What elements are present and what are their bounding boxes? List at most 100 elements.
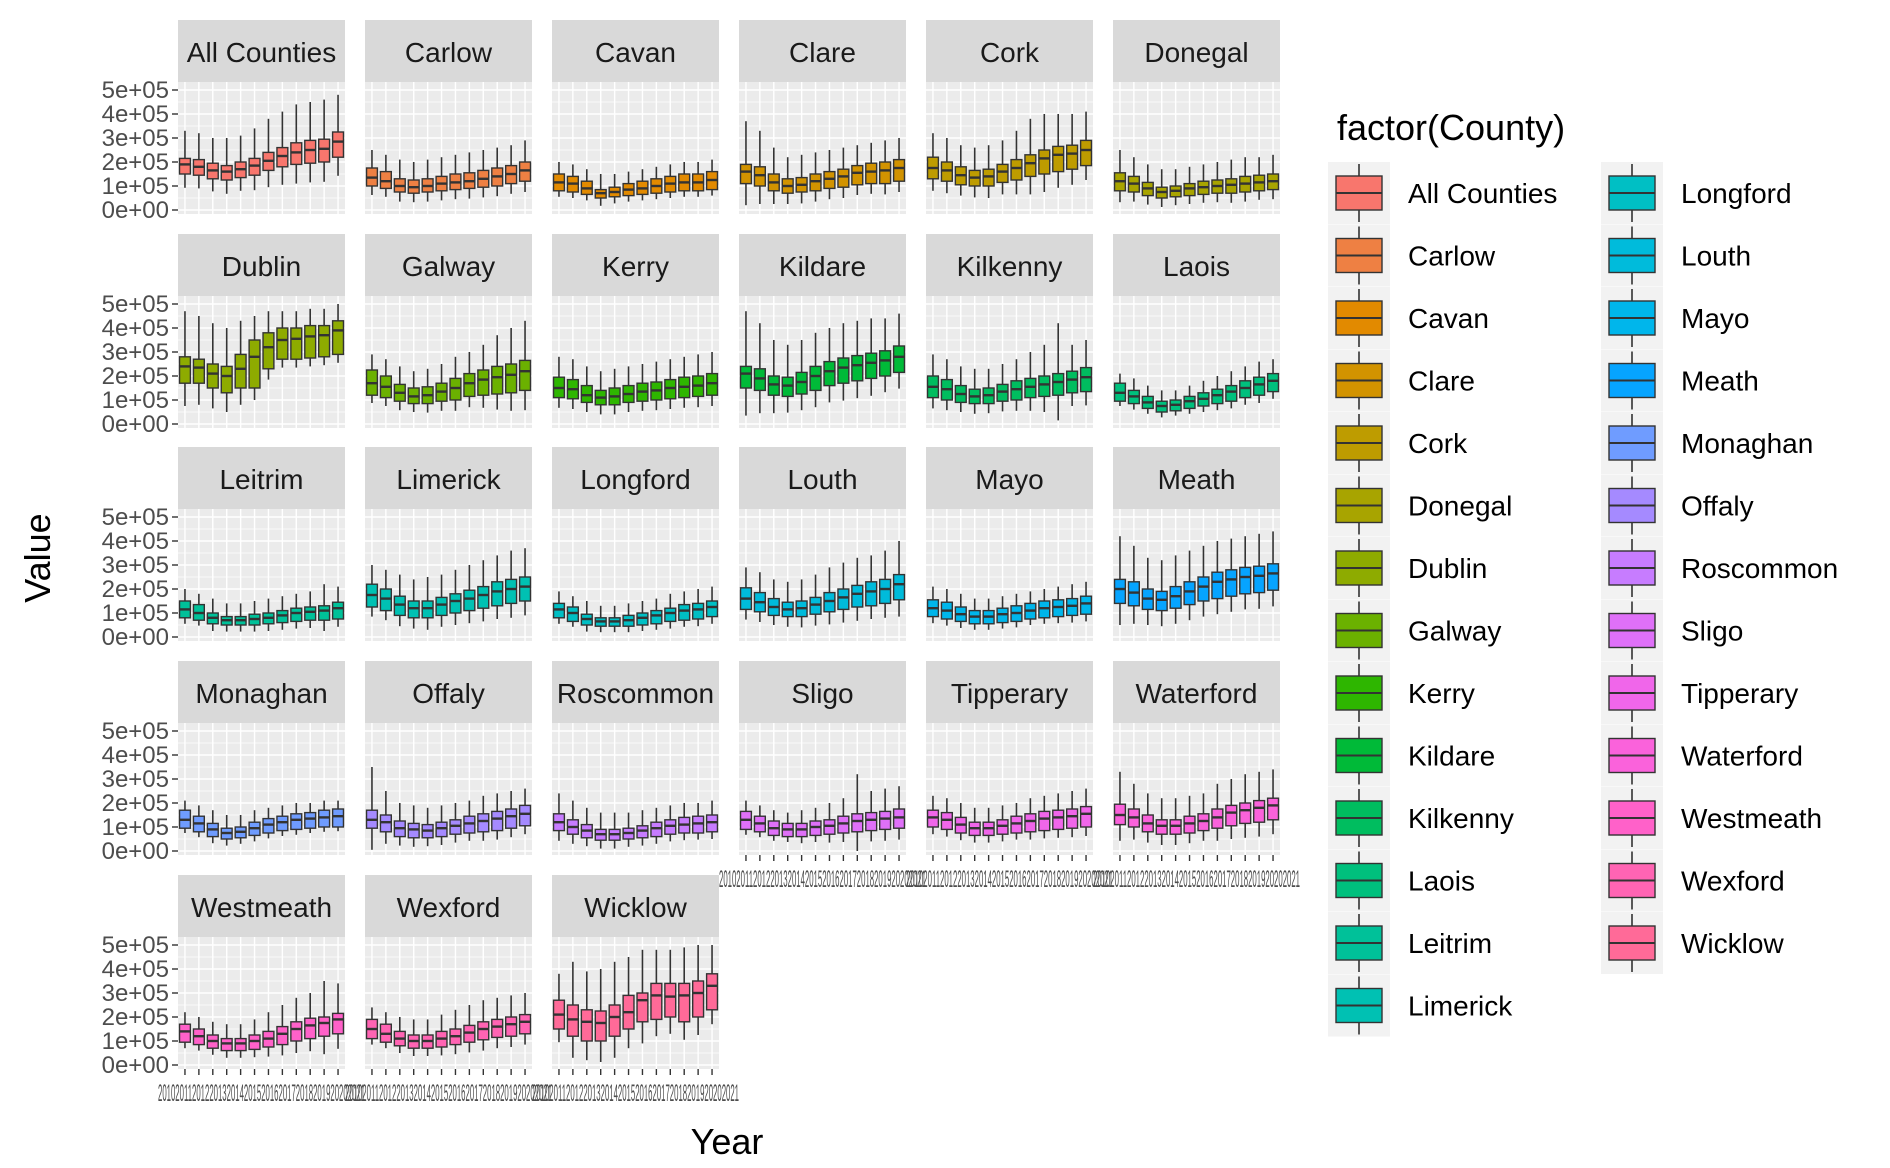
legend-item-kildare: Kildare xyxy=(1328,724,1495,787)
box xyxy=(290,607,303,623)
panel-background xyxy=(178,509,345,641)
facet-panel-kerry: Kerry xyxy=(552,234,719,428)
facet-panel-donegal: Donegal xyxy=(1113,20,1280,214)
box xyxy=(739,365,753,389)
box xyxy=(290,142,303,166)
facet-panel-cavan: Cavan xyxy=(552,20,719,214)
box xyxy=(518,161,532,182)
facet-strip xyxy=(739,20,906,82)
box xyxy=(982,168,995,187)
box xyxy=(851,813,864,833)
box xyxy=(996,163,1009,184)
box xyxy=(276,327,289,360)
box xyxy=(1065,144,1079,170)
x-tick-labels: 2010201120122013201420152016201720182019… xyxy=(719,866,926,893)
facet-strip-label: Wexford xyxy=(397,892,501,923)
box xyxy=(691,980,705,1018)
legend-item-clare: Clare xyxy=(1328,349,1475,412)
box xyxy=(865,352,878,380)
box xyxy=(705,372,719,396)
box xyxy=(248,339,261,389)
box xyxy=(1266,563,1280,591)
panel-background xyxy=(552,296,719,428)
box xyxy=(809,596,822,615)
y-tick-label: 1e+05 xyxy=(102,173,169,200)
y-tick-label: 5e+05 xyxy=(102,718,169,745)
box xyxy=(1252,376,1266,396)
facet-panel-sligo: Sligo 20102011201220132014201520162017201… xyxy=(719,661,926,893)
facet-strip xyxy=(365,661,532,723)
box xyxy=(851,584,864,608)
box xyxy=(837,168,850,188)
facet-panel-kilkenny: Kilkenny xyxy=(926,234,1093,428)
box xyxy=(1239,802,1252,825)
facet-strip xyxy=(178,875,345,937)
box xyxy=(491,1018,504,1039)
legend-label: Westmeath xyxy=(1681,803,1822,834)
facet-strip xyxy=(1113,661,1280,723)
panel-background xyxy=(739,296,906,428)
box xyxy=(580,1009,593,1042)
box xyxy=(463,589,476,612)
facet-strip-label: Cavan xyxy=(595,37,676,68)
legend-item-all-counties: All Counties xyxy=(1328,162,1557,224)
facet-strip xyxy=(1113,447,1280,509)
box xyxy=(518,1013,532,1035)
box xyxy=(878,810,892,831)
box xyxy=(878,350,892,377)
box xyxy=(1225,804,1238,827)
facet-panel-laois: Laois xyxy=(1113,234,1280,428)
legend-item-mayo: Mayo xyxy=(1601,287,1749,349)
y-tick-label: 2e+05 xyxy=(102,1004,169,1031)
legend-item-kerry: Kerry xyxy=(1328,662,1475,724)
legend-item-cavan: Cavan xyxy=(1328,287,1489,349)
box xyxy=(276,1025,289,1046)
box xyxy=(317,1016,331,1037)
y-tick-label: 1e+05 xyxy=(102,600,169,627)
box xyxy=(304,1017,317,1040)
box xyxy=(518,359,532,392)
x-tick-labels: 2010201120122013201420152016201720182019… xyxy=(345,1080,552,1107)
panel-background xyxy=(178,723,345,855)
box xyxy=(290,813,303,831)
legend-label: Meath xyxy=(1681,366,1759,397)
box xyxy=(1211,571,1224,600)
legend-label: Longford xyxy=(1681,178,1792,209)
box xyxy=(664,378,677,400)
box xyxy=(1239,566,1252,595)
facet-strip-label: Dublin xyxy=(222,251,301,282)
box xyxy=(331,1012,345,1035)
legend-label: Dublin xyxy=(1408,553,1487,584)
facet-strip-label: Galway xyxy=(402,251,495,282)
box xyxy=(449,377,462,401)
legend-item-louth: Louth xyxy=(1601,224,1751,287)
y-tick-label: 3e+05 xyxy=(102,552,169,579)
box xyxy=(878,578,892,605)
panel-background xyxy=(1113,82,1280,214)
box xyxy=(393,595,406,617)
box xyxy=(304,811,317,829)
box xyxy=(504,363,518,394)
box xyxy=(892,573,906,601)
x-tick-labels: 2010201120122013201420152016201720182019… xyxy=(532,1080,739,1107)
y-tick-label: 0e+00 xyxy=(102,1052,169,1079)
box xyxy=(317,324,331,358)
facet-strip xyxy=(178,661,345,723)
facet-strip-label: Leitrim xyxy=(219,464,303,495)
panel-background xyxy=(365,937,532,1069)
box xyxy=(1266,372,1280,393)
facet-strip-label: Roscommon xyxy=(557,678,714,709)
box xyxy=(1038,149,1051,175)
panel-background xyxy=(926,296,1093,428)
y-tick-label: 4e+05 xyxy=(102,956,169,983)
legend-item-offaly: Offaly xyxy=(1601,474,1754,537)
box xyxy=(317,138,331,163)
box xyxy=(892,158,906,182)
facet-strip-label: Offaly xyxy=(412,678,485,709)
facet-strip xyxy=(552,20,719,82)
box xyxy=(1079,366,1093,393)
box xyxy=(262,332,275,370)
legend-item-limerick: Limerick xyxy=(1328,974,1513,1037)
legend-label: Leitrim xyxy=(1408,928,1492,959)
